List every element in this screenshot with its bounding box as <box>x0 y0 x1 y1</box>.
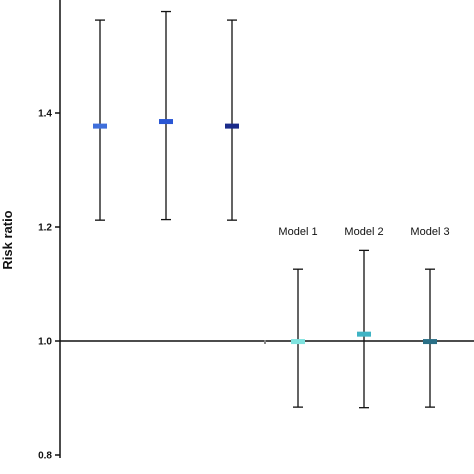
model-label: Model 3 <box>410 226 449 238</box>
y-axis-title: Risk ratio <box>0 210 15 269</box>
estimate-group <box>225 19 239 221</box>
y-tick-label: 1.2 <box>38 223 52 234</box>
axes: 0.81.01.21.41.8 <box>38 0 474 462</box>
estimate-group <box>423 268 437 408</box>
model-label: Model 2 <box>344 226 383 238</box>
point-estimate <box>93 123 107 129</box>
model-label: Model 1 <box>278 226 317 238</box>
estimate-group <box>357 249 371 409</box>
y-tick-label: 0.8 <box>38 451 52 462</box>
point-estimate <box>423 339 437 345</box>
estimate-group <box>159 10 173 221</box>
point-estimate <box>291 339 305 345</box>
y-tick-label: 1.0 <box>38 337 52 348</box>
y-tick-label: 1.4 <box>38 109 52 120</box>
point-estimate <box>225 123 239 129</box>
point-estimate <box>159 119 173 125</box>
point-estimate <box>357 331 371 337</box>
chart-marks: Model 1 Model 2 Model 3 <box>93 10 450 409</box>
estimate-group <box>291 268 305 408</box>
estimate-group <box>93 19 107 221</box>
